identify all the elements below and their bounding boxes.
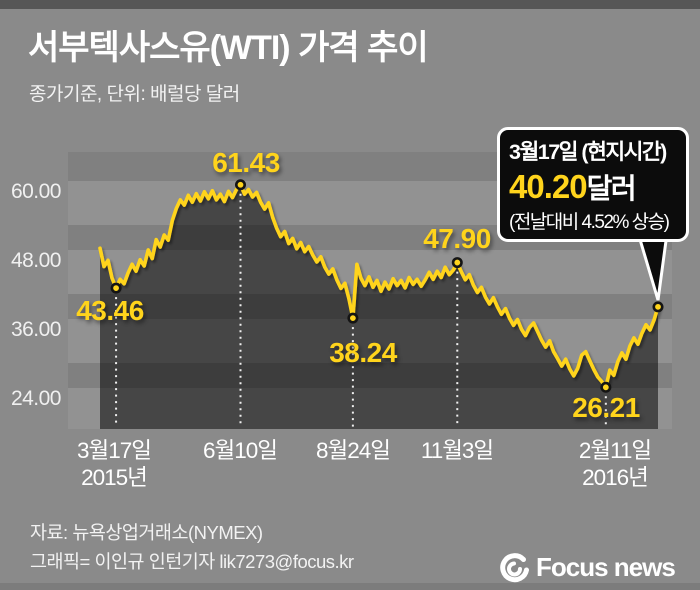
callout-price-line: 40.20달러 (509, 167, 680, 207)
callout-box: 3월17일 (현지시간) 40.20달러 (전날대비 4.52% 상승) (497, 127, 689, 242)
wti-price-polyline (98, 183, 660, 390)
data-point-marker (235, 179, 247, 191)
data-point-marker (600, 381, 612, 393)
data-point-marker (652, 301, 664, 313)
callout-price: 40.20 (509, 168, 588, 205)
under-curve-fill (100, 184, 658, 429)
data-point-marker (110, 282, 122, 294)
data-point-marker (451, 257, 463, 269)
focus-news-logo-text: Focus news (536, 552, 676, 582)
top-strip (0, 0, 700, 9)
price-line (98, 183, 660, 390)
point-markers (110, 179, 664, 393)
focus-news-swirl-icon (500, 552, 529, 582)
callout-unit: 달러 (586, 173, 637, 204)
page-title: 서부텍사스유(WTI) 가격 추이 (28, 29, 429, 67)
callout-change: (전날대비 4.52% 상승) (509, 212, 670, 233)
page-subtitle: 종가기준, 단위: 배럴당 달러 (29, 84, 240, 105)
focus-news-logo: Focus news (500, 552, 676, 583)
footer-credit: 그래픽= 이인규 인턴기자 lik7273@focus.kr (30, 551, 354, 572)
data-point-marker (347, 312, 359, 324)
footer-source: 자료: 뉴욕상업거래소(NYMEX) (30, 522, 263, 543)
area-fill (100, 184, 658, 429)
callout-date: 3월17일 (현지시간) (509, 140, 667, 164)
bottom-strip (0, 583, 700, 590)
